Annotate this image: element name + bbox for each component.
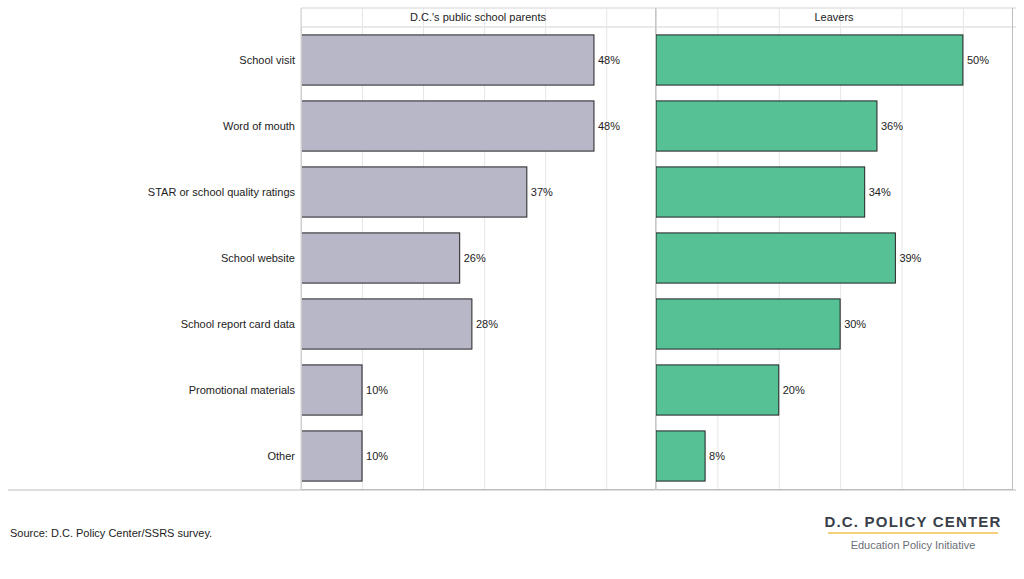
x-tick <box>606 8 607 489</box>
bar <box>656 233 895 283</box>
logo-subtitle: Education Policy Initiative <box>851 539 976 551</box>
bar <box>656 35 963 85</box>
frame-top <box>301 8 1016 9</box>
bar <box>301 35 594 85</box>
category-label: School report card data <box>181 318 296 330</box>
bar <box>656 167 865 217</box>
y-tick: School website <box>221 252 301 264</box>
category-label: School visit <box>239 54 295 66</box>
panel-title: Leavers <box>814 11 854 23</box>
grid-line <box>301 8 302 489</box>
data-labels: 50% 36% 34% 39% 30% 20% 8% <box>709 54 989 462</box>
bar <box>656 431 705 481</box>
source: Source: D.C. Policy Center/SSRS survey. <box>10 527 212 539</box>
bar <box>656 365 779 415</box>
data-label: 20% <box>783 384 805 396</box>
category-label: School website <box>221 252 295 264</box>
header-line <box>301 27 1016 28</box>
bars <box>301 35 594 481</box>
bar <box>301 299 472 349</box>
data-label: 48% <box>598 120 620 132</box>
logo-title: D.C. POLICY CENTER <box>824 513 1001 530</box>
category-label: Promotional materials <box>189 384 296 396</box>
bars <box>656 35 963 481</box>
bar <box>656 101 877 151</box>
y-axis: School visit Word of mouth STAR or school … <box>148 28 302 490</box>
data-labels: 48% 48% 37% 26% 28% 10% 10% <box>366 54 620 462</box>
grid-line <box>606 8 607 489</box>
category-label: Other <box>267 450 295 462</box>
x-tick <box>301 8 302 489</box>
x-axis <box>302 8 656 490</box>
data-label: 48% <box>598 54 620 66</box>
data-label: 30% <box>844 318 866 330</box>
y-tick: Promotional materials <box>189 384 301 396</box>
y-tick: School visit <box>239 54 301 66</box>
data-label: 10% <box>366 450 388 462</box>
panel-title: D.C.'s public school parents <box>410 11 546 23</box>
bar <box>656 299 840 349</box>
data-label: 36% <box>881 120 903 132</box>
logo-rule <box>828 532 998 534</box>
bar <box>301 101 594 151</box>
y-tick: School report card data <box>181 318 301 330</box>
y-tick: Word of mouth <box>223 120 301 132</box>
bar <box>301 365 362 415</box>
x-axis-line <box>302 8 656 490</box>
data-label: 34% <box>869 186 891 198</box>
category-label: Word of mouth <box>223 120 295 132</box>
category-label: STAR or school quality ratings <box>148 186 296 198</box>
data-label: 50% <box>967 54 989 66</box>
x-axis-line <box>657 8 1013 490</box>
bar <box>301 431 362 481</box>
y-tick: STAR or school quality ratings <box>148 186 301 198</box>
panel-border <box>301 8 302 490</box>
x-axis <box>657 8 1013 490</box>
chart: D.C.'s public school parents 48% 48% 37% 26%… <box>0 0 1024 579</box>
data-label: 8% <box>709 450 725 462</box>
data-label: 37% <box>531 186 553 198</box>
data-label: 39% <box>899 252 921 264</box>
data-label: 28% <box>476 318 498 330</box>
y-tick: Other <box>267 450 301 462</box>
data-label: 26% <box>464 252 486 264</box>
bar <box>301 233 460 283</box>
bar <box>301 167 527 217</box>
y-axis-line <box>301 28 302 490</box>
data-label: 10% <box>366 384 388 396</box>
